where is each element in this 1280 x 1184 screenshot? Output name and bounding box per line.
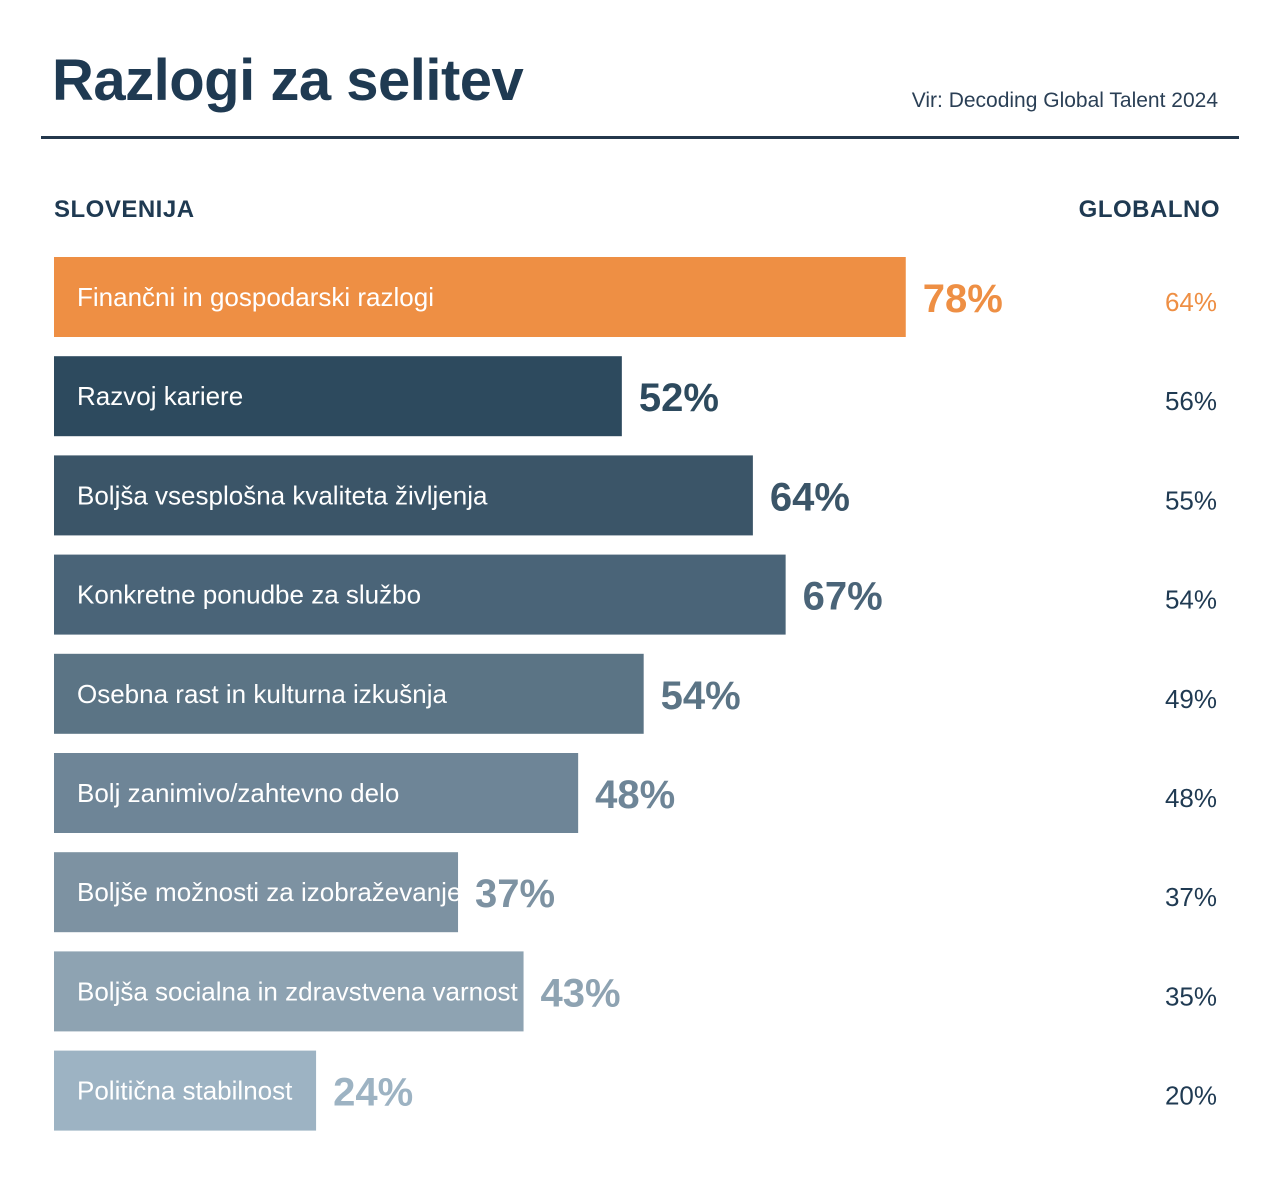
slovenia-value-1: 78% <box>923 277 1003 321</box>
column-header-slovenia: SLOVENIJA <box>54 196 195 223</box>
bar-4 <box>54 554 786 635</box>
global-value-4: 54% <box>1165 585 1217 615</box>
slovenia-value-5: 54% <box>661 674 741 718</box>
global-value-9: 20% <box>1165 1081 1217 1111</box>
slovenia-value-3: 64% <box>770 475 850 519</box>
bar-label-3: Boljša vsesplošna kvaliteta življenja <box>77 480 488 510</box>
bar-label-9: Politična stabilnost <box>77 1076 293 1106</box>
bar-2 <box>54 356 622 437</box>
bar-9 <box>54 1050 317 1131</box>
bar-6 <box>54 753 579 833</box>
global-value-3: 55% <box>1165 485 1217 515</box>
global-value-7: 37% <box>1165 882 1217 912</box>
bar-label-6: Bolj zanimivo/zahtevno delo <box>77 778 399 808</box>
bar-1 <box>54 257 906 337</box>
header-divider <box>41 136 1239 139</box>
bar-label-7: Boljše možnosti za izobraževanje/usposab… <box>77 877 628 907</box>
bar-7 <box>54 852 459 933</box>
slovenia-value-6: 48% <box>595 773 675 817</box>
global-value-8: 35% <box>1165 981 1217 1011</box>
source-note: Vir: Decoding Global Talent 2024 <box>911 89 1218 112</box>
bar-label-1: Finančni in gospodarski razlogi <box>77 282 434 312</box>
slovenia-value-7: 37% <box>475 872 555 916</box>
bar-3 <box>54 455 753 536</box>
bar-8 <box>54 951 524 1032</box>
bar-label-5: Osebna rast in kulturna izkušnja <box>77 679 448 709</box>
slovenia-value-9: 24% <box>333 1071 413 1115</box>
bar-label-8: Boljša socialna in zdravstvena varnost <box>77 976 519 1006</box>
chart-title: Razlogi za selitev <box>52 48 524 113</box>
slovenia-value-8: 43% <box>541 971 621 1015</box>
global-value-6: 48% <box>1165 783 1217 813</box>
bar-5 <box>54 653 644 734</box>
slovenia-value-2: 52% <box>639 376 719 420</box>
bar-label-4: Konkretne ponudbe za službo <box>77 580 421 610</box>
global-value-2: 56% <box>1165 386 1217 416</box>
bar-label-2: Razvoj kariere <box>77 381 243 411</box>
slovenia-value-4: 67% <box>803 575 883 619</box>
global-value-5: 49% <box>1165 684 1217 714</box>
column-header-global: GLOBALNO <box>1078 196 1220 223</box>
global-value-1: 64% <box>1165 287 1217 317</box>
